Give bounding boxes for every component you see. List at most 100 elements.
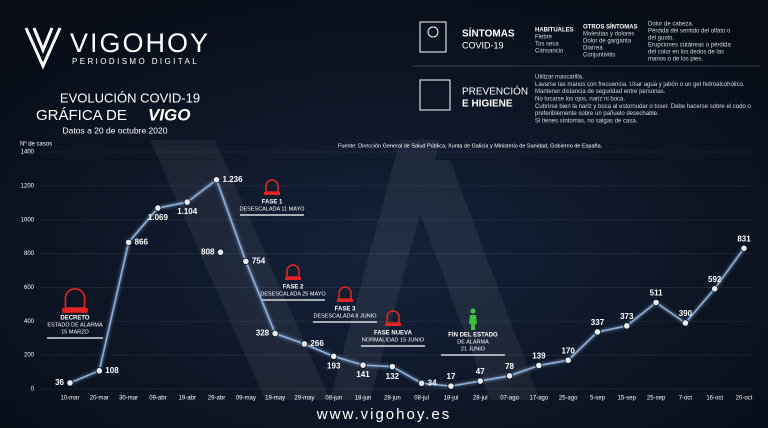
data-label: 831 [737, 234, 751, 243]
x-tick-label: 25-ago [559, 396, 578, 402]
prevention-item: Cubrirse bien la nariz y boca al estornu… [535, 104, 751, 110]
x-tick-label: 7-oct [679, 396, 693, 402]
data-label: 337 [591, 318, 605, 327]
x-tick-label: 18-jul [444, 396, 459, 402]
alarm-base [285, 277, 301, 280]
data-point [593, 328, 602, 336]
tagline: PERIODISMO DIGITAL [72, 57, 199, 66]
data-point [623, 322, 631, 330]
x-tick-label: 08-jul [414, 396, 429, 402]
x-tick-label: 25-sep [647, 396, 666, 402]
alarm-base [385, 323, 401, 326]
data-label: 754 [252, 256, 266, 265]
data-point [447, 382, 455, 390]
data-label: 373 [620, 312, 634, 321]
other-symptom: Molestias y dolores [583, 32, 634, 38]
data-label: 1.104 [177, 207, 198, 216]
prevention-item: Utilizar mascarilla. [535, 75, 584, 81]
x-tick-label: 19-may [265, 396, 285, 402]
y-tick-label: 0 [31, 387, 35, 393]
prevention-title: PREVENCIÓN [462, 85, 528, 98]
alarm-base [62, 308, 88, 313]
alarm-base [264, 192, 280, 195]
rare-symptom: manos o de los pies. [648, 57, 703, 63]
x-tick-label: 07-ago [500, 396, 519, 402]
data-label: 328 [256, 329, 270, 338]
person-head [470, 308, 476, 314]
alarm-icon [386, 310, 400, 324]
footer: www.vigohoy.es [316, 406, 451, 423]
data-point [242, 257, 250, 265]
data-label: 108 [105, 366, 119, 375]
prevention-item: Lavarse las manos con frecuencia. Usar a… [535, 82, 745, 88]
data-label: 511 [650, 289, 663, 298]
data-point [212, 176, 221, 184]
y-tick-label: 1000 [21, 217, 35, 223]
annotation-title: FIN DEL ESTADO [448, 333, 498, 339]
data-point [652, 298, 660, 307]
data-label: 1.069 [148, 213, 169, 222]
data-label: 78 [505, 362, 514, 371]
prevention-item: Mantener distancia de seguridad entre pe… [535, 89, 666, 95]
y-tick-label: 600 [24, 285, 35, 291]
prevention-item: preferiblemente sobre un pañuelo desecha… [535, 111, 659, 117]
alarm-icon [338, 286, 352, 300]
data-point [740, 244, 748, 252]
annotation-line: NORMALIDAD 15 JUNIO [362, 337, 425, 343]
data-point [535, 361, 543, 370]
rare-symptom: Dolor de cabeza. [648, 22, 694, 28]
annotation-line: DESESCALADA 25 MAYO [260, 291, 326, 297]
data-point [216, 248, 225, 256]
data-point [564, 356, 572, 364]
x-tick-label: 16-oct [706, 396, 723, 402]
data-label: 17 [447, 372, 456, 381]
other-title: OTROS SÍNTOMAS [583, 23, 638, 31]
annotation-line: DESESCALADA 11 MAYO [240, 206, 306, 212]
data-point [125, 238, 133, 246]
common-title: HABITUALES [535, 28, 574, 34]
symptoms-title: SÍNTOMAS [462, 27, 515, 40]
x-tick-label: 5-sep [590, 396, 606, 402]
data-point [183, 198, 191, 206]
x-tick-label: 29-abr [208, 396, 225, 402]
logo-text: VIGOHOY [70, 28, 210, 58]
y-tick-label: 1400 [21, 150, 35, 156]
data-point [359, 361, 367, 369]
prevention-icon [419, 79, 451, 111]
prevention-item: No tocarse los ojos, nariz ni boca. [535, 96, 625, 102]
x-tick-label: 30-mar [119, 396, 138, 402]
annotation-line: 21 JUNIO [461, 346, 486, 352]
prevention-subtitle: E HIGIENE [462, 99, 513, 110]
title-3: VIGO [148, 105, 191, 124]
annotation-title: DECRETO [60, 316, 90, 322]
data-point [95, 367, 103, 375]
x-tick-label: 29-may [294, 396, 314, 402]
data-label: 592 [708, 275, 722, 284]
y-tick-label: 200 [24, 353, 35, 359]
data-label: 132 [386, 372, 400, 381]
annotation-line: 15 MARZO [61, 329, 89, 335]
x-tick-label: 09-abr [149, 396, 166, 402]
symptoms-subtitle: COVID-19 [462, 40, 504, 50]
watermark [150, 140, 540, 400]
other-symptom: Dolor de garganta [583, 39, 632, 45]
x-tick-label: 09-may [236, 396, 256, 402]
data-point [154, 204, 162, 212]
x-tick-label: 20-mar [90, 396, 109, 402]
common-symptom: Fiebre [535, 35, 553, 41]
y-tick-label: 400 [24, 319, 35, 325]
other-symptom: Conjuntivitis [583, 53, 615, 59]
data-point [300, 340, 309, 348]
data-point [711, 285, 719, 293]
data-label: 141 [356, 370, 370, 379]
data-label: 808 [201, 247, 215, 256]
annotation-title: FASE NUEVA [374, 331, 413, 337]
y-tick-label: 800 [24, 251, 35, 257]
x-tick-label: 28-jun [384, 396, 401, 402]
x-tick-label: 20-oct [736, 396, 753, 402]
y-axis-label: Nº de casos [20, 141, 52, 148]
rare-symptom: Erupciones cutáneas o pérdida [648, 43, 731, 49]
data-label: 390 [679, 309, 693, 318]
data-point [505, 372, 514, 380]
